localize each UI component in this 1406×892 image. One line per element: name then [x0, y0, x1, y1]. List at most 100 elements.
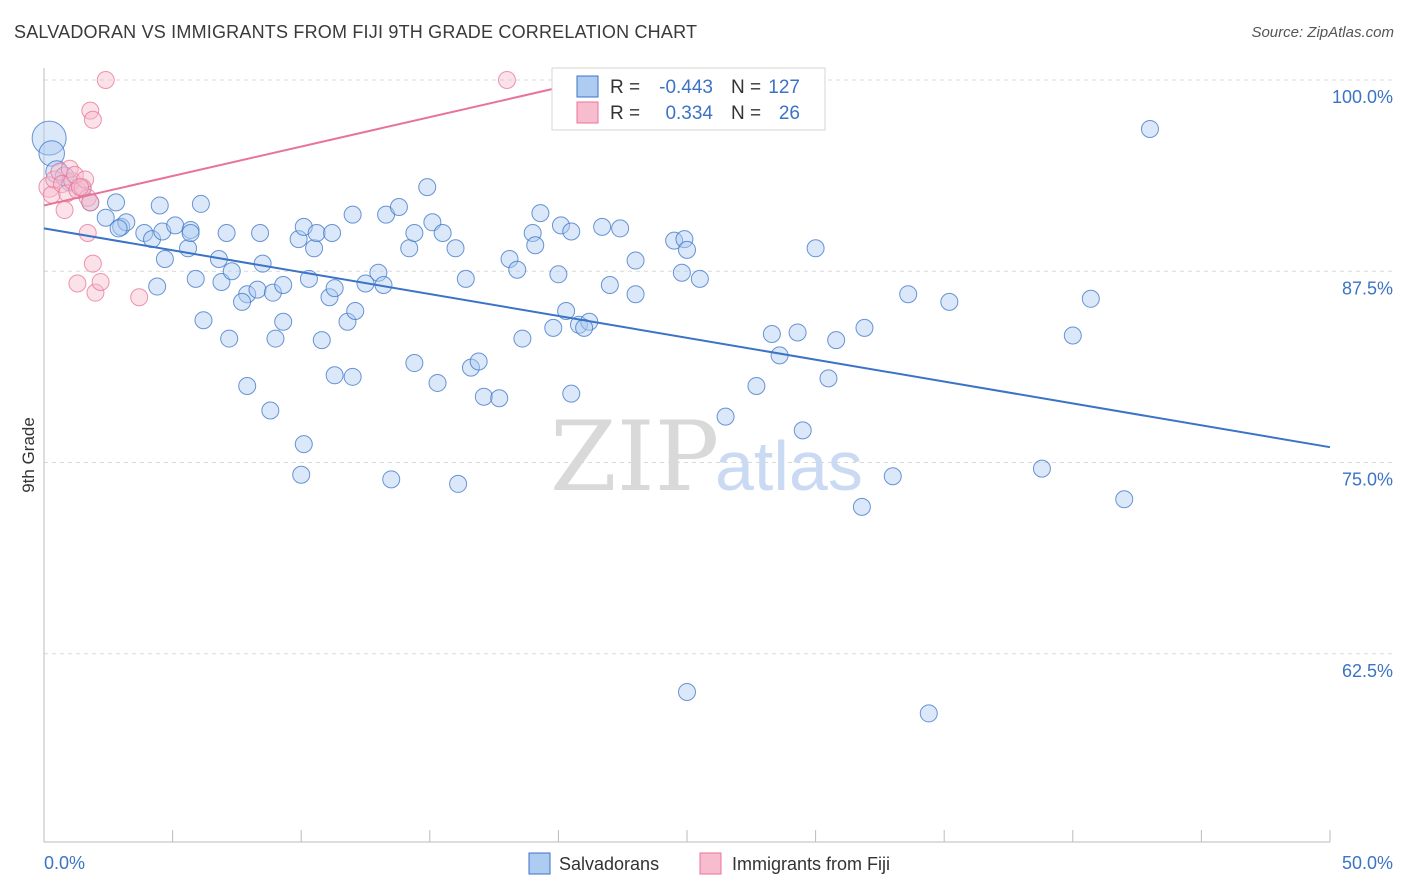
- watermark-zip: ZIP: [550, 401, 719, 513]
- salvadoran-point: [238, 377, 257, 395]
- fiji-point: [96, 71, 115, 89]
- x-ticks: [43, 830, 1331, 842]
- salvadoran-point: [274, 276, 293, 295]
- y-tick-label: 87.5%: [1342, 278, 1393, 298]
- salvadoran-point: [852, 497, 871, 516]
- salvadorans-trend-line: [43, 227, 1331, 449]
- salvadoran-point: [222, 262, 241, 281]
- salvadoran-point: [1115, 490, 1134, 509]
- fiji-point: [83, 110, 102, 129]
- salvadoran-point: [672, 263, 691, 282]
- legend-r-value-blue: -0.443: [659, 77, 713, 98]
- fiji-point: [60, 159, 79, 178]
- salvadoran-point: [716, 407, 735, 426]
- salvadoran-point: [469, 352, 488, 371]
- salvadoran-point: [675, 230, 694, 249]
- salvadoran-point: [428, 373, 447, 392]
- salvadoran-point: [526, 236, 545, 255]
- salvadoran-point: [557, 302, 576, 321]
- salvadoran-point: [788, 323, 807, 342]
- salvadoran-point: [263, 283, 282, 302]
- salvadoran-point: [294, 435, 313, 454]
- salvadoran-point: [883, 467, 902, 486]
- salvadoran-point: [690, 269, 709, 288]
- salvadoran-point: [266, 329, 285, 348]
- salvadoran-point: [194, 311, 213, 330]
- trend-lines: [43, 86, 1331, 449]
- series-legend: Salvadorans Immigrants from Fiji: [528, 852, 890, 875]
- legend-swatch-pink: [576, 101, 599, 124]
- salvadoran-point: [405, 224, 424, 242]
- fiji-points: [38, 71, 516, 307]
- legend-r-label-pink: R =: [610, 103, 640, 124]
- salvadoran-point: [323, 224, 342, 242]
- salvadoran-point: [325, 279, 344, 298]
- legend-r-value-pink: 0.334: [665, 103, 713, 124]
- salvadoran-point: [446, 239, 465, 258]
- salvadoran-point: [320, 288, 339, 307]
- salvadoran-point: [251, 224, 270, 242]
- salvadoran-point: [305, 239, 324, 258]
- x-tick-label-max: 50.0%: [1342, 853, 1393, 873]
- salvadoran-point: [531, 204, 550, 223]
- salvadoran-point: [899, 285, 918, 304]
- salvadoran-point: [346, 302, 365, 321]
- salvadoran-point: [544, 318, 563, 337]
- salvadoran-point: [38, 140, 65, 167]
- salvadoran-point: [449, 474, 468, 493]
- legend-n-value-pink: 26: [779, 103, 800, 124]
- salvadoran-point: [233, 292, 252, 311]
- salvadoran-point: [1032, 459, 1051, 478]
- salvadoran-point: [274, 312, 293, 331]
- salvadoran-point: [827, 331, 846, 350]
- salvadoran-point: [611, 219, 630, 238]
- fiji-point: [71, 178, 90, 197]
- legend-n-label-blue: N =: [731, 77, 761, 98]
- salvadoran-point: [1081, 289, 1100, 308]
- series-legend-swatch-blue: [528, 852, 551, 875]
- salvadoran-point: [678, 240, 696, 259]
- legend-r-label-blue: R =: [610, 77, 640, 98]
- salvadorans-points: [31, 71, 1159, 723]
- salvadoran-point: [382, 470, 401, 489]
- y-tick-label: 62.5%: [1342, 661, 1393, 681]
- salvadoran-point: [307, 224, 326, 242]
- salvadoran-point: [312, 331, 331, 350]
- fiji-point: [86, 283, 105, 302]
- salvadoran-point: [389, 197, 408, 216]
- salvadoran-point: [343, 367, 362, 386]
- salvadoran-point: [819, 369, 838, 388]
- salvadoran-point: [148, 277, 167, 296]
- salvadoran-point: [248, 280, 267, 299]
- chart-title: SALVADORAN VS IMMIGRANTS FROM FIJI 9TH G…: [14, 22, 698, 42]
- fiji-trend-line: [43, 86, 559, 207]
- salvadoran-point: [626, 285, 645, 304]
- salvadoran-point: [166, 216, 185, 235]
- series-legend-swatch-pink: [699, 852, 722, 875]
- salvadoran-point: [678, 683, 696, 701]
- salvadoran-point: [551, 216, 570, 235]
- fiji-point: [78, 224, 97, 242]
- legend-n-label-pink: N =: [731, 103, 761, 124]
- salvadoran-point: [600, 276, 619, 295]
- salvadoran-point: [343, 205, 362, 224]
- salvadoran-point: [433, 224, 452, 242]
- watermark: ZIP atlas: [550, 401, 863, 513]
- salvadoran-point: [474, 387, 493, 406]
- salvadoran-point: [400, 239, 419, 258]
- salvadoran-point: [96, 208, 115, 227]
- fiji-point: [91, 272, 110, 291]
- salvadoran-point: [1063, 326, 1082, 345]
- salvadoran-point: [155, 250, 174, 269]
- salvadoran-point: [762, 324, 781, 343]
- salvadoran-point: [593, 217, 612, 236]
- salvadoran-point: [508, 260, 527, 279]
- fiji-point: [497, 71, 516, 89]
- salvadoran-point: [562, 222, 581, 241]
- salvadoran-point: [292, 465, 311, 484]
- salvadoran-point: [325, 366, 344, 385]
- series-legend-label-blue: Salvadorans: [559, 854, 659, 874]
- legend-swatch-blue: [576, 75, 599, 98]
- salvadoran-point: [220, 329, 239, 348]
